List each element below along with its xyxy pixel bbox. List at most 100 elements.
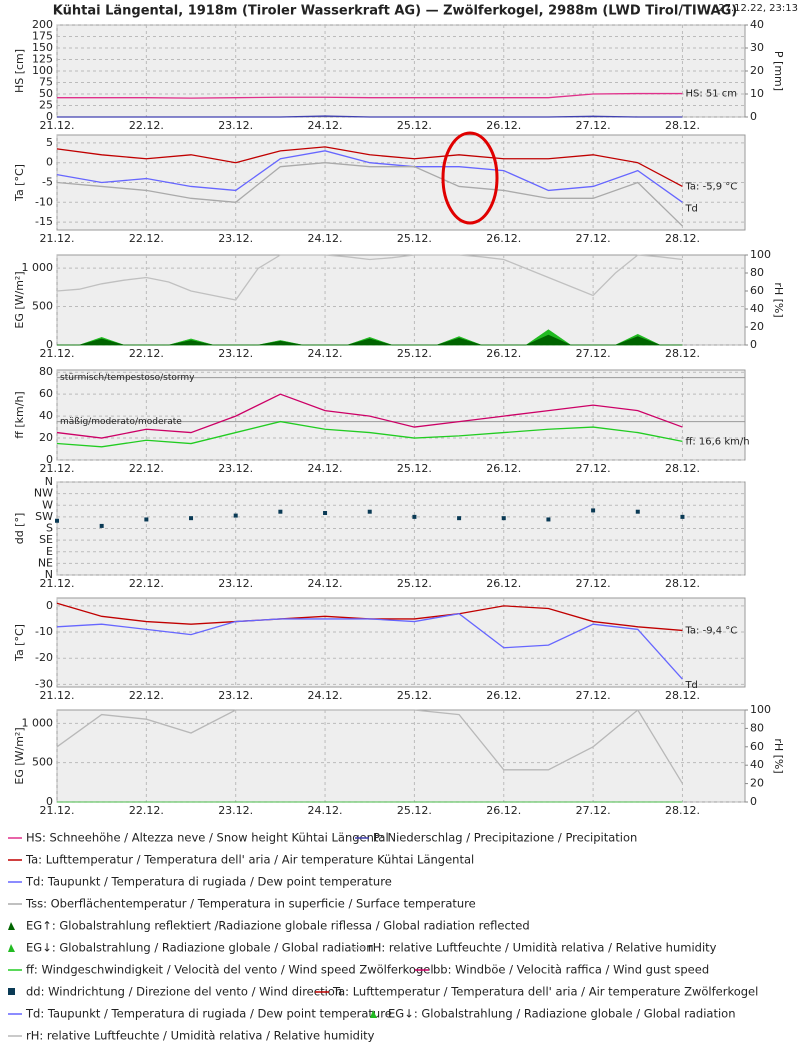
y2-axis-label: P [mm] bbox=[772, 51, 785, 91]
y-tick-label: 0 bbox=[46, 795, 53, 808]
legend-label: EG↑: Globalstrahlung reflektiert /Radiaz… bbox=[26, 919, 530, 933]
x-tick-label: 26.12. bbox=[486, 577, 521, 590]
x-tick-label: 23.12. bbox=[218, 577, 253, 590]
x-tick-label: 28.12. bbox=[665, 232, 700, 245]
y-tick-label: -10 bbox=[35, 625, 53, 638]
y-tick-label: 0 bbox=[46, 156, 53, 169]
legend-label: bb: Windböe / Velocità raffica / Wind gu… bbox=[433, 963, 709, 977]
x-tick-label: 27.12. bbox=[576, 577, 611, 590]
y-tick-label: 200 bbox=[32, 18, 53, 31]
x-tick-label: 27.12. bbox=[576, 804, 611, 817]
x-tick-label: 23.12. bbox=[218, 689, 253, 702]
y-tick-label: 100 bbox=[32, 64, 53, 77]
legend-label: Td: Taupunkt / Temperatura di rugiada / … bbox=[25, 1007, 392, 1021]
line bbox=[56, 709, 684, 784]
y2-axis-label: rH [%] bbox=[772, 738, 785, 773]
x-tick-label: 23.12. bbox=[218, 232, 253, 245]
legend-swatch bbox=[8, 922, 15, 930]
legend-label: EG↓: Globalstrahlung / Radiazione global… bbox=[388, 1007, 735, 1021]
legend-swatch bbox=[370, 1010, 377, 1018]
y-tick-label: 1 000 bbox=[22, 716, 54, 729]
y2-tick-label: 30 bbox=[750, 41, 764, 54]
y-tick-label: SW bbox=[35, 510, 53, 523]
wind-direction-point bbox=[367, 509, 372, 514]
y-tick-label: -15 bbox=[35, 215, 53, 228]
y-tick-label: 5 bbox=[46, 136, 53, 149]
x-tick-label: 22.12. bbox=[129, 119, 164, 132]
y-tick-label: 175 bbox=[32, 30, 53, 43]
line bbox=[57, 92, 683, 99]
y-tick-label: N bbox=[45, 568, 53, 581]
x-tick-label: 23.12. bbox=[218, 804, 253, 817]
wind-direction-point bbox=[233, 513, 238, 518]
x-tick-label: 27.12. bbox=[576, 232, 611, 245]
wind-direction-point bbox=[412, 514, 417, 519]
x-tick-label: 23.12. bbox=[218, 347, 253, 360]
plot-background bbox=[56, 254, 746, 346]
y2-tick-label: 100 bbox=[750, 248, 771, 261]
x-tick-label: 22.12. bbox=[129, 347, 164, 360]
y-tick-label: N bbox=[45, 475, 53, 488]
y2-tick-label: 20 bbox=[750, 777, 764, 790]
x-tick-label: 22.12. bbox=[129, 462, 164, 475]
legend-label: dd: Windrichtung / Direzione del vento /… bbox=[26, 985, 342, 999]
line bbox=[56, 146, 683, 188]
y-tick-label: 0 bbox=[46, 110, 53, 123]
legend-label: HS: Schneehöhe / Altezza neve / Snow hei… bbox=[26, 831, 389, 845]
annotation: Ta: -5,9 °C bbox=[684, 181, 737, 192]
y-axis-label: EG [W/m²] bbox=[13, 271, 26, 328]
area bbox=[57, 334, 683, 346]
plot-background bbox=[56, 597, 746, 688]
y-tick-label: NW bbox=[34, 487, 53, 500]
x-tick-label: 28.12. bbox=[665, 577, 700, 590]
y2-tick-label: 60 bbox=[750, 284, 764, 297]
y-tick-label: 500 bbox=[32, 300, 53, 313]
y2-tick-label: 100 bbox=[750, 703, 771, 716]
x-tick-label: 22.12. bbox=[129, 577, 164, 590]
y2-tick-label: 10 bbox=[750, 87, 764, 100]
x-tick-label: 24.12. bbox=[308, 119, 343, 132]
legend-label: rH: relative Luftfeuchte / Umidità relat… bbox=[368, 941, 717, 955]
line bbox=[56, 150, 683, 203]
wind-direction-point bbox=[635, 509, 640, 514]
page-title: Kühtai Längental, 1918m (Tiroler Wasserk… bbox=[53, 4, 737, 19]
x-tick-label: 21.12. bbox=[40, 804, 75, 817]
timestamp: 27.12.22, 23:13 bbox=[718, 3, 798, 14]
y-tick-label: 0 bbox=[46, 599, 53, 612]
annotation: ff: 16,6 km/h bbox=[685, 436, 749, 447]
highlight-ellipse bbox=[441, 131, 499, 225]
y-axis-label: dd [°] bbox=[13, 513, 26, 545]
y-tick-label: E bbox=[46, 545, 53, 558]
y-tick-label: 0 bbox=[46, 338, 53, 351]
legend-label: rH: relative Luftfeuchte / Umidità relat… bbox=[26, 1029, 375, 1043]
x-tick-label: 24.12. bbox=[308, 232, 343, 245]
y2-tick-label: 40 bbox=[750, 18, 764, 31]
y-tick-label: 1 000 bbox=[22, 261, 54, 274]
x-tick-label: 22.12. bbox=[129, 689, 164, 702]
x-tick-label: 26.12. bbox=[486, 804, 521, 817]
line bbox=[56, 613, 683, 680]
y-axis-label: HS [cm] bbox=[13, 49, 26, 93]
line bbox=[57, 115, 683, 118]
threshold-label: mäßig/moderato/moderate bbox=[60, 417, 182, 427]
y-tick-label: -30 bbox=[35, 677, 53, 690]
x-tick-label: 28.12. bbox=[665, 347, 700, 360]
y-tick-label: 60 bbox=[39, 387, 53, 400]
y-tick-label: 500 bbox=[32, 756, 53, 769]
x-tick-label: 21.12. bbox=[40, 462, 75, 475]
wind-direction-point bbox=[99, 523, 104, 528]
annotation: Td bbox=[684, 680, 697, 691]
x-tick-label: 21.12. bbox=[40, 347, 75, 360]
x-tick-label: 26.12. bbox=[486, 689, 521, 702]
x-tick-label: 25.12. bbox=[397, 232, 432, 245]
legend-label: Td: Taupunkt / Temperatura di rugiada / … bbox=[25, 875, 392, 889]
line bbox=[56, 162, 683, 227]
y-tick-label: 50 bbox=[39, 87, 53, 100]
y-tick-label: -20 bbox=[35, 651, 53, 664]
y2-tick-label: 20 bbox=[750, 320, 764, 333]
legend-label: Ta: Lufttemperatur / Temperatura dell' a… bbox=[25, 853, 474, 867]
x-tick-label: 22.12. bbox=[129, 232, 164, 245]
y-axis-label: Ta [°C] bbox=[13, 164, 26, 202]
x-tick-label: 26.12. bbox=[486, 347, 521, 360]
x-tick-label: 28.12. bbox=[665, 119, 700, 132]
